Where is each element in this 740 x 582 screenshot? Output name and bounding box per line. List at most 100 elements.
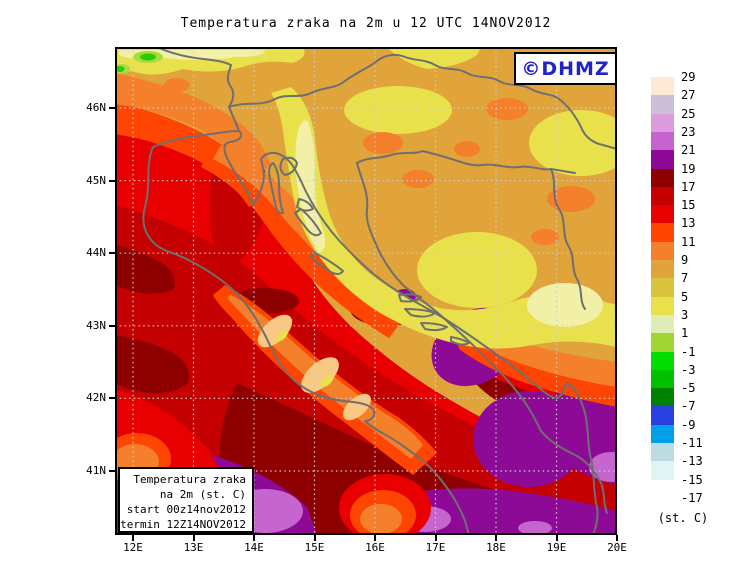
- field-green-speck: [115, 66, 125, 72]
- page-title: Temperatura zraka na 2m u 12 UTC 14NOV20…: [180, 16, 552, 31]
- colorbar-tick-label: 3: [681, 307, 689, 322]
- dhmz-watermark-text: ©DHMZ: [521, 57, 610, 80]
- colorbar-swatch: [651, 461, 674, 481]
- colorbar-swatch: [651, 443, 674, 462]
- field-orange-ne-spot: [454, 141, 480, 157]
- colorbar-swatch: [651, 314, 674, 334]
- field-peach-island-core: [301, 357, 339, 393]
- colorbar-tick-label: 29: [681, 70, 696, 84]
- lon-tick: [555, 535, 558, 541]
- lat-tick-label: 44N: [86, 246, 106, 260]
- map-area: [115, 47, 617, 535]
- graticule-layer: [115, 47, 617, 535]
- colorbar-tick-label: -11: [681, 436, 703, 450]
- colorbar-swatch: [651, 260, 674, 279]
- border-hungary-croatia: [228, 53, 617, 150]
- field-maroon-sea-patch: [115, 245, 175, 294]
- colorbar-swatch: [651, 424, 674, 444]
- field-orange-ne-spot: [547, 186, 595, 212]
- colorbar-swatch: [651, 223, 674, 243]
- colorbar-unit-label: (st. C): [657, 511, 709, 525]
- colorbar-swatch: [651, 406, 674, 426]
- colorbar-tick-label: -17: [681, 490, 703, 505]
- colorbar-swatch: [651, 113, 674, 133]
- coastline-island-hvar: [404, 308, 436, 318]
- coastline-island-krk: [279, 156, 298, 176]
- lon-tick: [313, 535, 316, 541]
- colorbar-swatch: [651, 333, 674, 352]
- lon-tick-label: 18E: [486, 541, 506, 554]
- field-yellow-ne-patch: [529, 110, 617, 176]
- colorbar-swatch: [651, 296, 674, 316]
- colorbar-tick-label: 1: [681, 326, 689, 341]
- coastline-island-korcula: [420, 322, 448, 332]
- colorbar-swatch: [651, 150, 674, 169]
- colorbar-tick-label: 13: [681, 216, 696, 231]
- colorbar-tick-label: 23: [681, 124, 696, 139]
- colorbar-swatch: [651, 168, 674, 188]
- lon-tick-label: 19E: [546, 541, 567, 554]
- field-yellow-fleck: [276, 330, 288, 342]
- field-yellow-ne-patch: [417, 232, 537, 308]
- lon-tick-label: 12E: [123, 541, 143, 554]
- coastline-border-layer: [142, 47, 617, 535]
- colorbar-swatch: [651, 388, 674, 407]
- colorbar-swatch: [651, 479, 674, 499]
- field-orange-ne-spot: [402, 170, 434, 188]
- lat-tick-label: 41N: [86, 464, 106, 477]
- border-bosnia-west: [356, 162, 542, 432]
- colorbar-swatch: [651, 77, 674, 96]
- colorbar-tick-label: 21: [681, 143, 696, 158]
- coastline-adriatic-east: [152, 130, 599, 535]
- lon-tick: [253, 535, 255, 541]
- colorbar-swatch: [651, 241, 674, 261]
- field-maroon-patch: [115, 335, 189, 394]
- lon-tick: [495, 535, 497, 541]
- run-info-line: na 2m (st. C): [159, 488, 246, 501]
- colorbar-swatch: [651, 95, 674, 115]
- coastline-italy: [142, 146, 470, 535]
- colorbar-tick-label: 15: [681, 198, 696, 213]
- colorbar-tick-label: -3: [681, 362, 696, 377]
- lat-tick: [109, 397, 115, 400]
- colorbar-tick-label: 25: [681, 106, 696, 121]
- map-frame: [115, 47, 617, 535]
- field-peach-island-core: [343, 393, 371, 421]
- lon-tick-label: 17E: [425, 541, 446, 554]
- lon-tick-label: 13E: [183, 541, 204, 554]
- coastline-island-dugi-otok: [310, 252, 344, 275]
- colorbar-swatch: [651, 369, 674, 389]
- colorbar-tick-label: 17: [681, 179, 696, 194]
- lat-tick: [109, 107, 115, 109]
- run-info-box: Temperatura zraka na 2m (st. C) start 00…: [118, 467, 254, 533]
- lat-tick: [109, 252, 115, 255]
- lat-tick: [109, 179, 115, 182]
- field-orange-gargano-core: [360, 504, 402, 534]
- field-orange-ne-spot: [531, 229, 559, 245]
- field-green-speck: [140, 53, 156, 61]
- run-info-line: Temperatura zraka: [133, 473, 246, 486]
- lon-tick-label: 16E: [365, 541, 385, 554]
- coastline-island-brac: [398, 293, 422, 303]
- field-orange-ne-spot: [363, 132, 403, 154]
- lat-tick-label: 46N: [86, 101, 106, 114]
- colorbar-tick-label: -15: [681, 472, 703, 487]
- field-yellow-ne-patch: [344, 86, 452, 134]
- lon-tick-label: 15E: [304, 541, 325, 554]
- field-pale-mountain-core: [295, 120, 326, 253]
- colorbar-tick-label: 7: [681, 271, 689, 286]
- coastline-island-mljet: [450, 336, 470, 346]
- temp-field-layer: [115, 47, 617, 535]
- field-orange-nw-spot: [124, 88, 142, 98]
- lat-tick-label: 42N: [86, 391, 106, 405]
- colorbar-swatch: [651, 186, 674, 206]
- lon-tick: [434, 535, 437, 541]
- lon-tick-label: 14E: [244, 541, 264, 554]
- dhmz-watermark-box: ©DHMZ: [514, 52, 617, 85]
- colorbar-tick-label: 27: [681, 88, 696, 103]
- field-orchid-patch: [518, 521, 552, 535]
- temperature-field-map: [115, 47, 617, 535]
- run-info-line: termin 12Z14NOV2012: [120, 518, 246, 531]
- colorbar-tick-label: 11: [681, 234, 696, 249]
- border-drina-serbia: [550, 168, 586, 310]
